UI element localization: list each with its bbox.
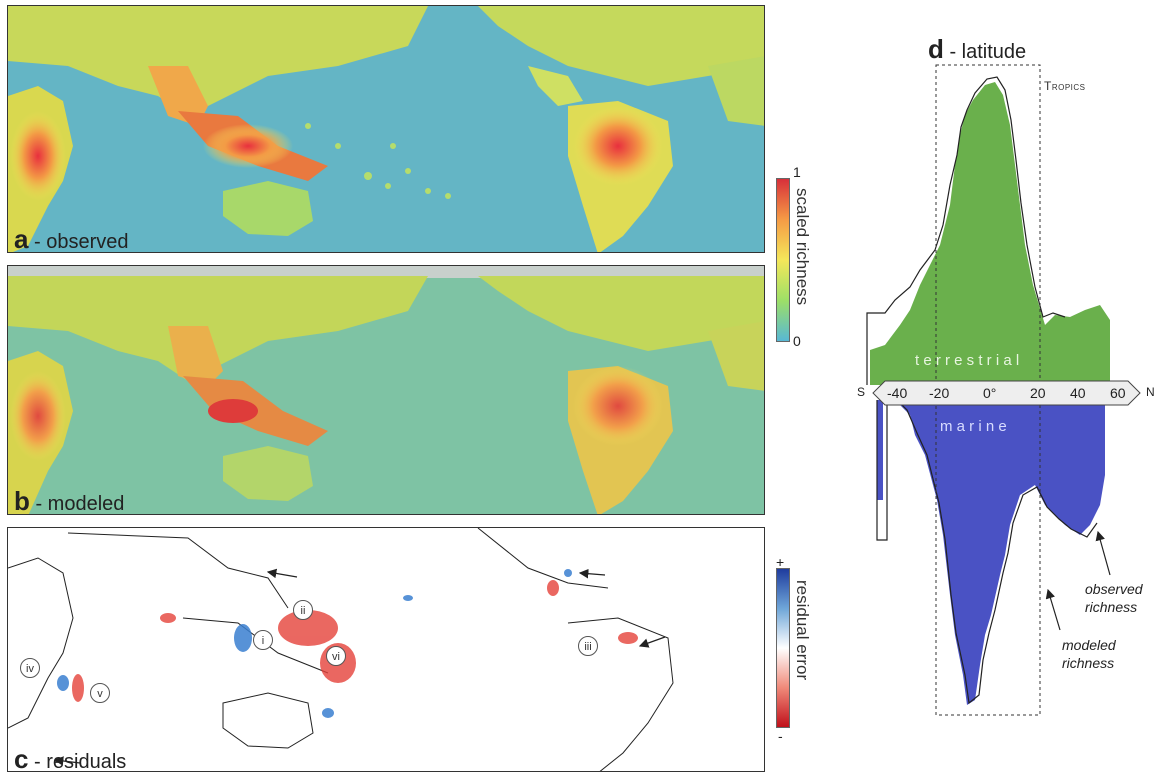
lat-tick-60: 60 bbox=[1110, 385, 1126, 401]
residual-marker-vi: vi bbox=[326, 646, 346, 666]
residuals-map-panel: c - residuals ii i vi iv v iii bbox=[7, 527, 765, 772]
modeled-richness-label: modeled richness bbox=[1062, 636, 1116, 672]
residual-scale-title: residual error bbox=[793, 580, 812, 681]
modeled-label-line2: richness bbox=[1062, 655, 1115, 671]
lat-tick-minus20: -20 bbox=[929, 385, 950, 401]
lat-tick-minus40: -40 bbox=[887, 385, 908, 401]
latitude-histogram bbox=[866, 64, 1141, 716]
observed-label-line1: observed bbox=[1085, 581, 1143, 597]
observed-panel-label: a - observed bbox=[14, 224, 129, 253]
residual-marker-ii: ii bbox=[293, 600, 313, 620]
richness-scale-max: 1 bbox=[793, 164, 801, 180]
panel-d-text: - latitude bbox=[943, 41, 1027, 63]
modeled-panel-label: b - modeled bbox=[14, 486, 125, 515]
panel-b-text: - modeled bbox=[29, 493, 125, 515]
richness-scale-min: 0 bbox=[793, 333, 801, 349]
terrestrial-label: t e r r e s t r i a l bbox=[915, 352, 1020, 369]
residual-scale-min: - bbox=[778, 728, 783, 744]
lat-tick-40: 40 bbox=[1070, 385, 1086, 401]
lat-tick-20: 20 bbox=[1030, 385, 1046, 401]
residual-marker-i: i bbox=[253, 630, 273, 650]
panel-letter-c: c bbox=[14, 744, 29, 772]
richness-color-bar bbox=[776, 178, 790, 342]
panel-a-text: - observed bbox=[28, 231, 129, 253]
axis-north-label: N bbox=[1146, 385, 1155, 399]
residual-scale: residual error + - bbox=[776, 554, 816, 744]
residual-marker-iii: iii bbox=[578, 636, 598, 656]
modeled-label-line1: modeled bbox=[1062, 637, 1116, 653]
residuals-panel-label: c - residuals bbox=[14, 744, 127, 772]
panel-letter-d: d bbox=[928, 34, 944, 64]
latitude-panel-title: d - latitude bbox=[928, 34, 1026, 65]
observed-richness-label: observed richness bbox=[1085, 580, 1143, 616]
terrestrial-area bbox=[870, 82, 1110, 385]
observed-map-panel: a - observed bbox=[7, 5, 765, 253]
terrestrial-outline bbox=[866, 76, 1066, 385]
residual-color-bar bbox=[776, 568, 790, 728]
panel-letter-b: b bbox=[14, 486, 30, 515]
latitude-axis bbox=[872, 380, 1141, 406]
residual-marker-v: v bbox=[90, 683, 110, 703]
panel-c-text: - residuals bbox=[28, 751, 127, 772]
residuals-map bbox=[8, 528, 764, 771]
richness-scale-title: scaled richness bbox=[793, 188, 812, 306]
modeled-map bbox=[8, 266, 764, 514]
axis-south-label: S bbox=[857, 385, 866, 399]
richness-scale: scaled richness 1 0 bbox=[776, 164, 816, 349]
residual-scale-max: + bbox=[776, 554, 785, 570]
marine-outline bbox=[876, 399, 1098, 705]
panel-letter-a: a bbox=[14, 224, 29, 253]
observed-label-line2: richness bbox=[1085, 599, 1138, 615]
lat-tick-0: 0° bbox=[983, 385, 997, 401]
observed-map bbox=[8, 6, 764, 252]
residual-marker-iv: iv bbox=[20, 658, 40, 678]
modeled-map-panel: b - modeled bbox=[7, 265, 765, 515]
marine-area bbox=[877, 400, 1105, 705]
tropics-label: Tropics bbox=[1044, 79, 1086, 93]
marine-label: m a r i n e bbox=[940, 418, 1007, 435]
